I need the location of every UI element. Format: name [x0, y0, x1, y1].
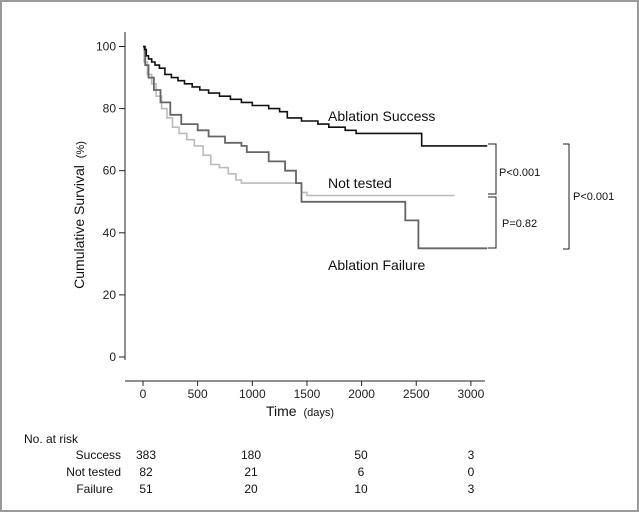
risk-row-not-tested: Not tested 82 21 6 0 — [66, 465, 474, 479]
series-ablation-failure-line — [143, 45, 488, 250]
series-ablation-success-line — [143, 45, 488, 147]
pvalue-success-vs-failure: P<0.001 — [573, 191, 614, 203]
series-not-tested-line — [143, 45, 455, 197]
y-axis-unit: (%) — [75, 141, 87, 158]
risk-table-title: No. at risk — [24, 432, 79, 446]
risk-value: 10 — [354, 482, 368, 496]
risk-value: 51 — [139, 482, 153, 496]
x-axis-unit: (days) — [303, 407, 334, 419]
pvalue-not-tested-vs-failure: P=0.82 — [502, 218, 537, 230]
risk-value: 82 — [139, 465, 153, 479]
x-ticks: 0 500 1000 1500 2000 2500 3000 — [140, 381, 485, 401]
risk-row-label: Not tested — [66, 465, 121, 479]
risk-row-success: Success 383 180 50 3 — [76, 448, 475, 462]
risk-row-label: Failure — [76, 482, 113, 496]
y-axis-label: Cumulative Survival (%) — [71, 141, 87, 289]
pvalue-success-vs-not-tested: P<0.001 — [499, 167, 540, 179]
y-ticks: 0 20 40 60 80 100 — [96, 40, 125, 364]
risk-value: 383 — [136, 448, 156, 462]
x-tick-label: 2000 — [348, 387, 375, 401]
y-tick-label: 80 — [103, 102, 117, 116]
series-label-not-tested: Not tested — [328, 175, 392, 191]
risk-value: 0 — [468, 465, 475, 479]
x-tick-label: 1500 — [294, 387, 321, 401]
risk-value: 180 — [241, 448, 261, 462]
risk-value: 3 — [468, 482, 475, 496]
risk-row-label: Success — [76, 448, 121, 462]
x-tick-label: 0 — [140, 387, 147, 401]
x-tick-label: 500 — [188, 387, 208, 401]
series-label-failure: Ablation Failure — [328, 257, 425, 273]
x-tick-label: 3000 — [458, 387, 485, 401]
x-axis-title: Time — [266, 403, 297, 419]
risk-value: 3 — [468, 448, 475, 462]
risk-row-failure: Failure 51 20 10 3 — [76, 482, 474, 496]
risk-value: 20 — [244, 482, 258, 496]
x-tick-label: 2500 — [403, 387, 430, 401]
x-axis-label: Time (days) — [266, 403, 334, 419]
y-axis-title: Cumulative Survival — [71, 165, 87, 289]
y-tick-label: 60 — [103, 164, 117, 178]
bracket-success-vs-not-tested — [488, 143, 497, 195]
y-tick-label: 100 — [96, 40, 116, 54]
bracket-success-vs-failure — [563, 143, 570, 250]
series-label-success: Ablation Success — [328, 108, 435, 124]
risk-value: 21 — [244, 465, 258, 479]
risk-value: 6 — [358, 465, 365, 479]
bracket-not-tested-vs-failure — [488, 196, 497, 249]
y-tick-label: 40 — [103, 226, 117, 240]
y-tick-label: 20 — [103, 288, 117, 302]
x-tick-label: 1000 — [239, 387, 266, 401]
risk-value: 50 — [354, 448, 368, 462]
y-tick-label: 0 — [109, 350, 116, 364]
